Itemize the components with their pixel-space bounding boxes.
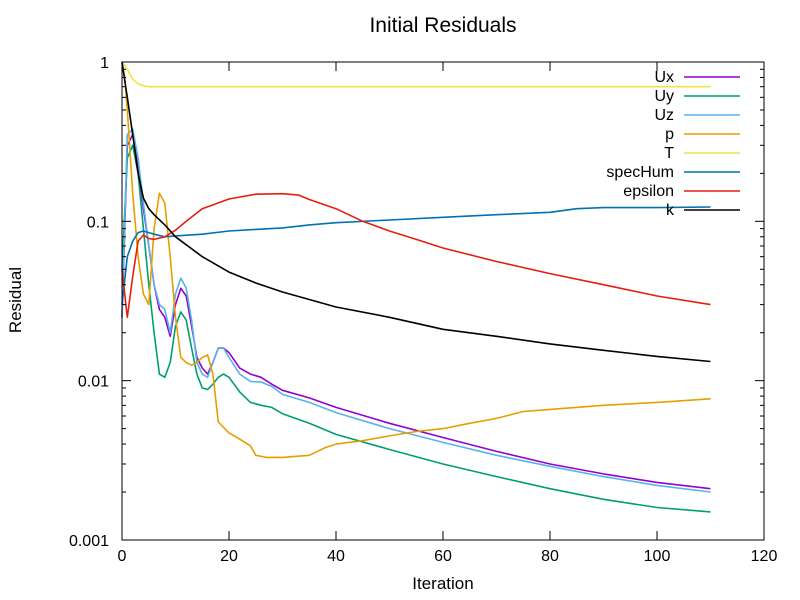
series-line-t [121,61,711,88]
x-tick-label: 40 [327,548,345,565]
plot-content [121,61,711,513]
series-line-k [121,61,711,363]
y-tick-label: 0.01 [78,374,109,391]
series-line-uy [121,144,711,513]
series-line-spechum [121,206,711,305]
legend-label-epsilon: epsilon [623,183,674,200]
y-tick-label: 0.001 [69,533,109,550]
x-tick-label: 20 [220,548,238,565]
y-axis-label: Residual [6,267,25,333]
legend-label-spechum: specHum [606,164,674,181]
y-tick-label: 0.1 [87,214,109,231]
legend-label-ux: Ux [654,69,674,86]
axis-ticks: 0 20 40 60 80 100 120 0.001 0.01 0.1 1 [69,55,777,565]
x-tick-label: 80 [541,548,559,565]
legend-label-k: k [666,202,675,219]
y-tick-label: 1 [100,55,109,72]
legend-label-uz: Uz [654,107,674,124]
series-line-p [121,61,711,459]
legend-label-uy: Uy [654,88,674,105]
series-line-epsilon [121,192,711,319]
legend-label-t: T [664,145,674,162]
chart-title: Initial Residuals [369,14,516,37]
x-tick-label: 100 [644,548,671,565]
x-tick-label: 0 [118,548,127,565]
x-axis-label: Iteration [412,574,473,593]
x-tick-label: 60 [434,548,452,565]
legend-label-p: p [665,126,674,143]
x-tick-label: 120 [751,548,778,565]
